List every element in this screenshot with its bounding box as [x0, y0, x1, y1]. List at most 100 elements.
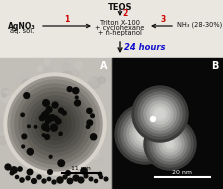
Circle shape	[153, 107, 167, 121]
Circle shape	[20, 178, 24, 182]
Circle shape	[91, 114, 94, 118]
Circle shape	[19, 88, 91, 160]
Circle shape	[31, 58, 39, 67]
Circle shape	[42, 124, 49, 130]
Circle shape	[31, 103, 38, 110]
Circle shape	[81, 168, 87, 174]
Circle shape	[42, 179, 46, 183]
Circle shape	[51, 120, 59, 128]
Circle shape	[2, 88, 9, 96]
Circle shape	[153, 127, 187, 161]
Circle shape	[46, 128, 49, 131]
Circle shape	[159, 133, 181, 155]
Circle shape	[89, 77, 100, 88]
Circle shape	[0, 119, 8, 131]
Circle shape	[66, 74, 75, 84]
Text: 20 nm: 20 nm	[173, 170, 192, 175]
Circle shape	[39, 108, 71, 140]
Circle shape	[121, 110, 169, 158]
Circle shape	[41, 95, 53, 106]
Circle shape	[76, 78, 81, 83]
Circle shape	[70, 75, 74, 79]
Circle shape	[59, 132, 62, 136]
Circle shape	[43, 100, 49, 106]
Circle shape	[0, 136, 7, 145]
Circle shape	[89, 177, 93, 181]
Circle shape	[150, 124, 190, 164]
Circle shape	[135, 89, 185, 139]
Circle shape	[165, 139, 175, 149]
Circle shape	[74, 100, 81, 106]
Text: 2: 2	[122, 9, 127, 18]
Circle shape	[155, 109, 165, 119]
Circle shape	[51, 124, 58, 131]
Circle shape	[78, 177, 84, 183]
Circle shape	[68, 176, 78, 186]
Circle shape	[5, 164, 11, 170]
Circle shape	[46, 176, 53, 183]
Circle shape	[62, 145, 71, 154]
Circle shape	[147, 121, 193, 167]
Circle shape	[70, 108, 79, 117]
Circle shape	[76, 132, 82, 138]
Circle shape	[55, 118, 58, 122]
Circle shape	[41, 100, 45, 104]
Circle shape	[84, 174, 88, 178]
Circle shape	[45, 121, 52, 128]
Circle shape	[76, 143, 83, 149]
Circle shape	[74, 127, 86, 139]
Circle shape	[58, 160, 64, 166]
Circle shape	[7, 166, 14, 173]
Circle shape	[43, 112, 67, 136]
Circle shape	[30, 130, 38, 138]
Circle shape	[55, 100, 60, 105]
Circle shape	[24, 93, 30, 98]
Circle shape	[56, 174, 65, 183]
Circle shape	[138, 92, 182, 136]
Circle shape	[44, 111, 49, 115]
Circle shape	[87, 108, 92, 113]
Circle shape	[59, 108, 64, 113]
Circle shape	[10, 171, 14, 175]
Circle shape	[45, 135, 50, 139]
Circle shape	[2, 93, 6, 98]
Text: Triton X-100: Triton X-100	[100, 20, 140, 26]
Circle shape	[15, 175, 19, 179]
Circle shape	[45, 86, 54, 94]
Circle shape	[98, 172, 102, 176]
Circle shape	[75, 96, 78, 99]
Circle shape	[32, 95, 41, 103]
Circle shape	[62, 119, 66, 123]
Circle shape	[47, 177, 51, 181]
Circle shape	[50, 172, 62, 184]
Text: NH₃ (28-30%): NH₃ (28-30%)	[177, 22, 223, 29]
Circle shape	[15, 133, 21, 139]
Circle shape	[46, 129, 49, 131]
Text: + n-heptanol: + n-heptanol	[98, 30, 142, 36]
Circle shape	[97, 172, 105, 179]
Bar	[0, 58, 112, 189]
Circle shape	[83, 112, 87, 117]
Circle shape	[99, 175, 103, 179]
Circle shape	[130, 119, 160, 149]
Circle shape	[16, 141, 27, 152]
Circle shape	[45, 119, 50, 123]
Text: 3: 3	[160, 15, 166, 23]
Circle shape	[28, 150, 33, 155]
Circle shape	[67, 87, 72, 92]
Circle shape	[21, 113, 24, 116]
Circle shape	[127, 116, 163, 152]
Circle shape	[99, 77, 105, 84]
Circle shape	[42, 68, 54, 79]
Circle shape	[33, 178, 39, 184]
Circle shape	[60, 164, 65, 169]
Circle shape	[66, 169, 73, 176]
Circle shape	[56, 107, 61, 112]
Text: AgNO₃: AgNO₃	[8, 22, 36, 31]
Circle shape	[52, 180, 56, 184]
Circle shape	[66, 171, 70, 175]
Circle shape	[84, 132, 94, 142]
Circle shape	[162, 136, 178, 152]
Circle shape	[138, 127, 152, 141]
Circle shape	[47, 115, 54, 121]
